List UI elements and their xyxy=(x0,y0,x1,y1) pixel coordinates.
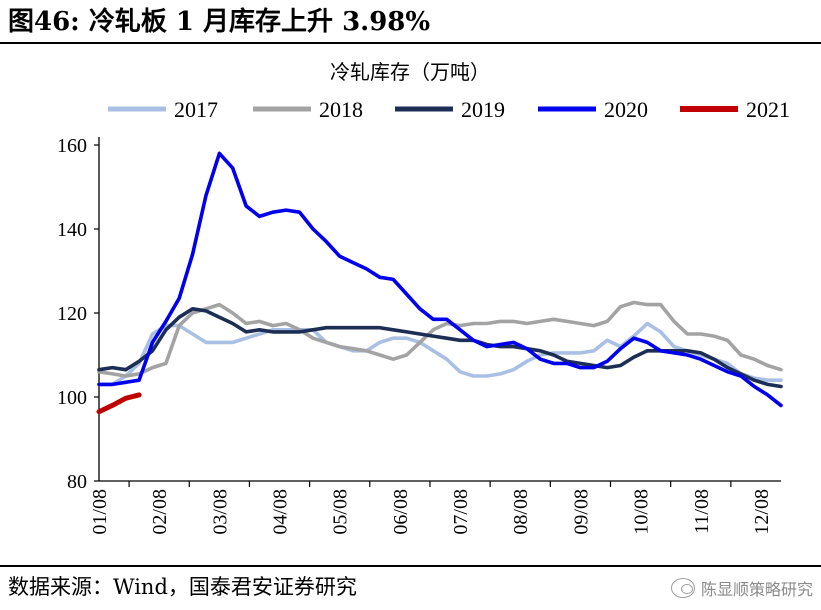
x-tick-label: 03/08 xyxy=(209,489,231,535)
series-line-2020 xyxy=(97,151,783,408)
series-line-2018 xyxy=(97,300,783,378)
series-line-2021 xyxy=(96,392,142,415)
series-lines xyxy=(96,151,783,415)
x-tick-label: 02/08 xyxy=(149,489,171,535)
source-note: 数据来源：Wind，国泰君安证券研究 xyxy=(8,575,357,599)
watermark: 陈显顺策略研究 xyxy=(670,576,813,600)
axes: 80 100 120 140 160 01/08 02/08 03/08 04/08 05/08 0… xyxy=(57,135,781,535)
footer-divider xyxy=(0,565,821,567)
x-tick-label: 09/08 xyxy=(570,489,592,535)
x-tick-label: 05/08 xyxy=(330,489,352,535)
y-tick-label: 140 xyxy=(57,219,87,241)
title-divider xyxy=(0,42,821,44)
legend-label-2019: 2019 xyxy=(461,97,505,122)
y-tick-label: 100 xyxy=(57,387,87,409)
legend-label-2018: 2018 xyxy=(319,97,363,122)
x-tick-label: 06/08 xyxy=(390,489,412,535)
watermark-text: 陈显顺策略研究 xyxy=(700,580,813,599)
x-tick-label: 12/08 xyxy=(751,489,773,535)
y-tick-label: 160 xyxy=(57,135,87,157)
line-chart: 冷轧库存（万吨） 2017 2018 2019 2020 2021 80 100 120 14… xyxy=(57,60,790,535)
x-tick-label: 01/08 xyxy=(89,489,111,535)
y-tick-label: 120 xyxy=(57,303,87,325)
chart-title: 冷轧库存（万吨） xyxy=(330,60,490,84)
legend-label-2017: 2017 xyxy=(174,97,218,122)
legend-label-2021: 2021 xyxy=(746,97,790,122)
x-tick-label: 10/08 xyxy=(631,489,653,535)
figure-title: 图46: 冷轧板 1 月库存上升 3.98% xyxy=(8,7,431,37)
legend-label-2020: 2020 xyxy=(604,97,648,122)
wechat-icon xyxy=(670,578,695,598)
x-tick-label: 04/08 xyxy=(270,489,292,535)
legend: 2017 2018 2019 2020 2021 xyxy=(108,97,790,122)
x-tick-label: 07/08 xyxy=(450,489,472,535)
y-tick-label: 80 xyxy=(67,471,87,493)
x-tick-label: 08/08 xyxy=(510,489,532,535)
series-line-2017 xyxy=(97,321,783,387)
x-tick-label: 11/08 xyxy=(691,489,713,534)
